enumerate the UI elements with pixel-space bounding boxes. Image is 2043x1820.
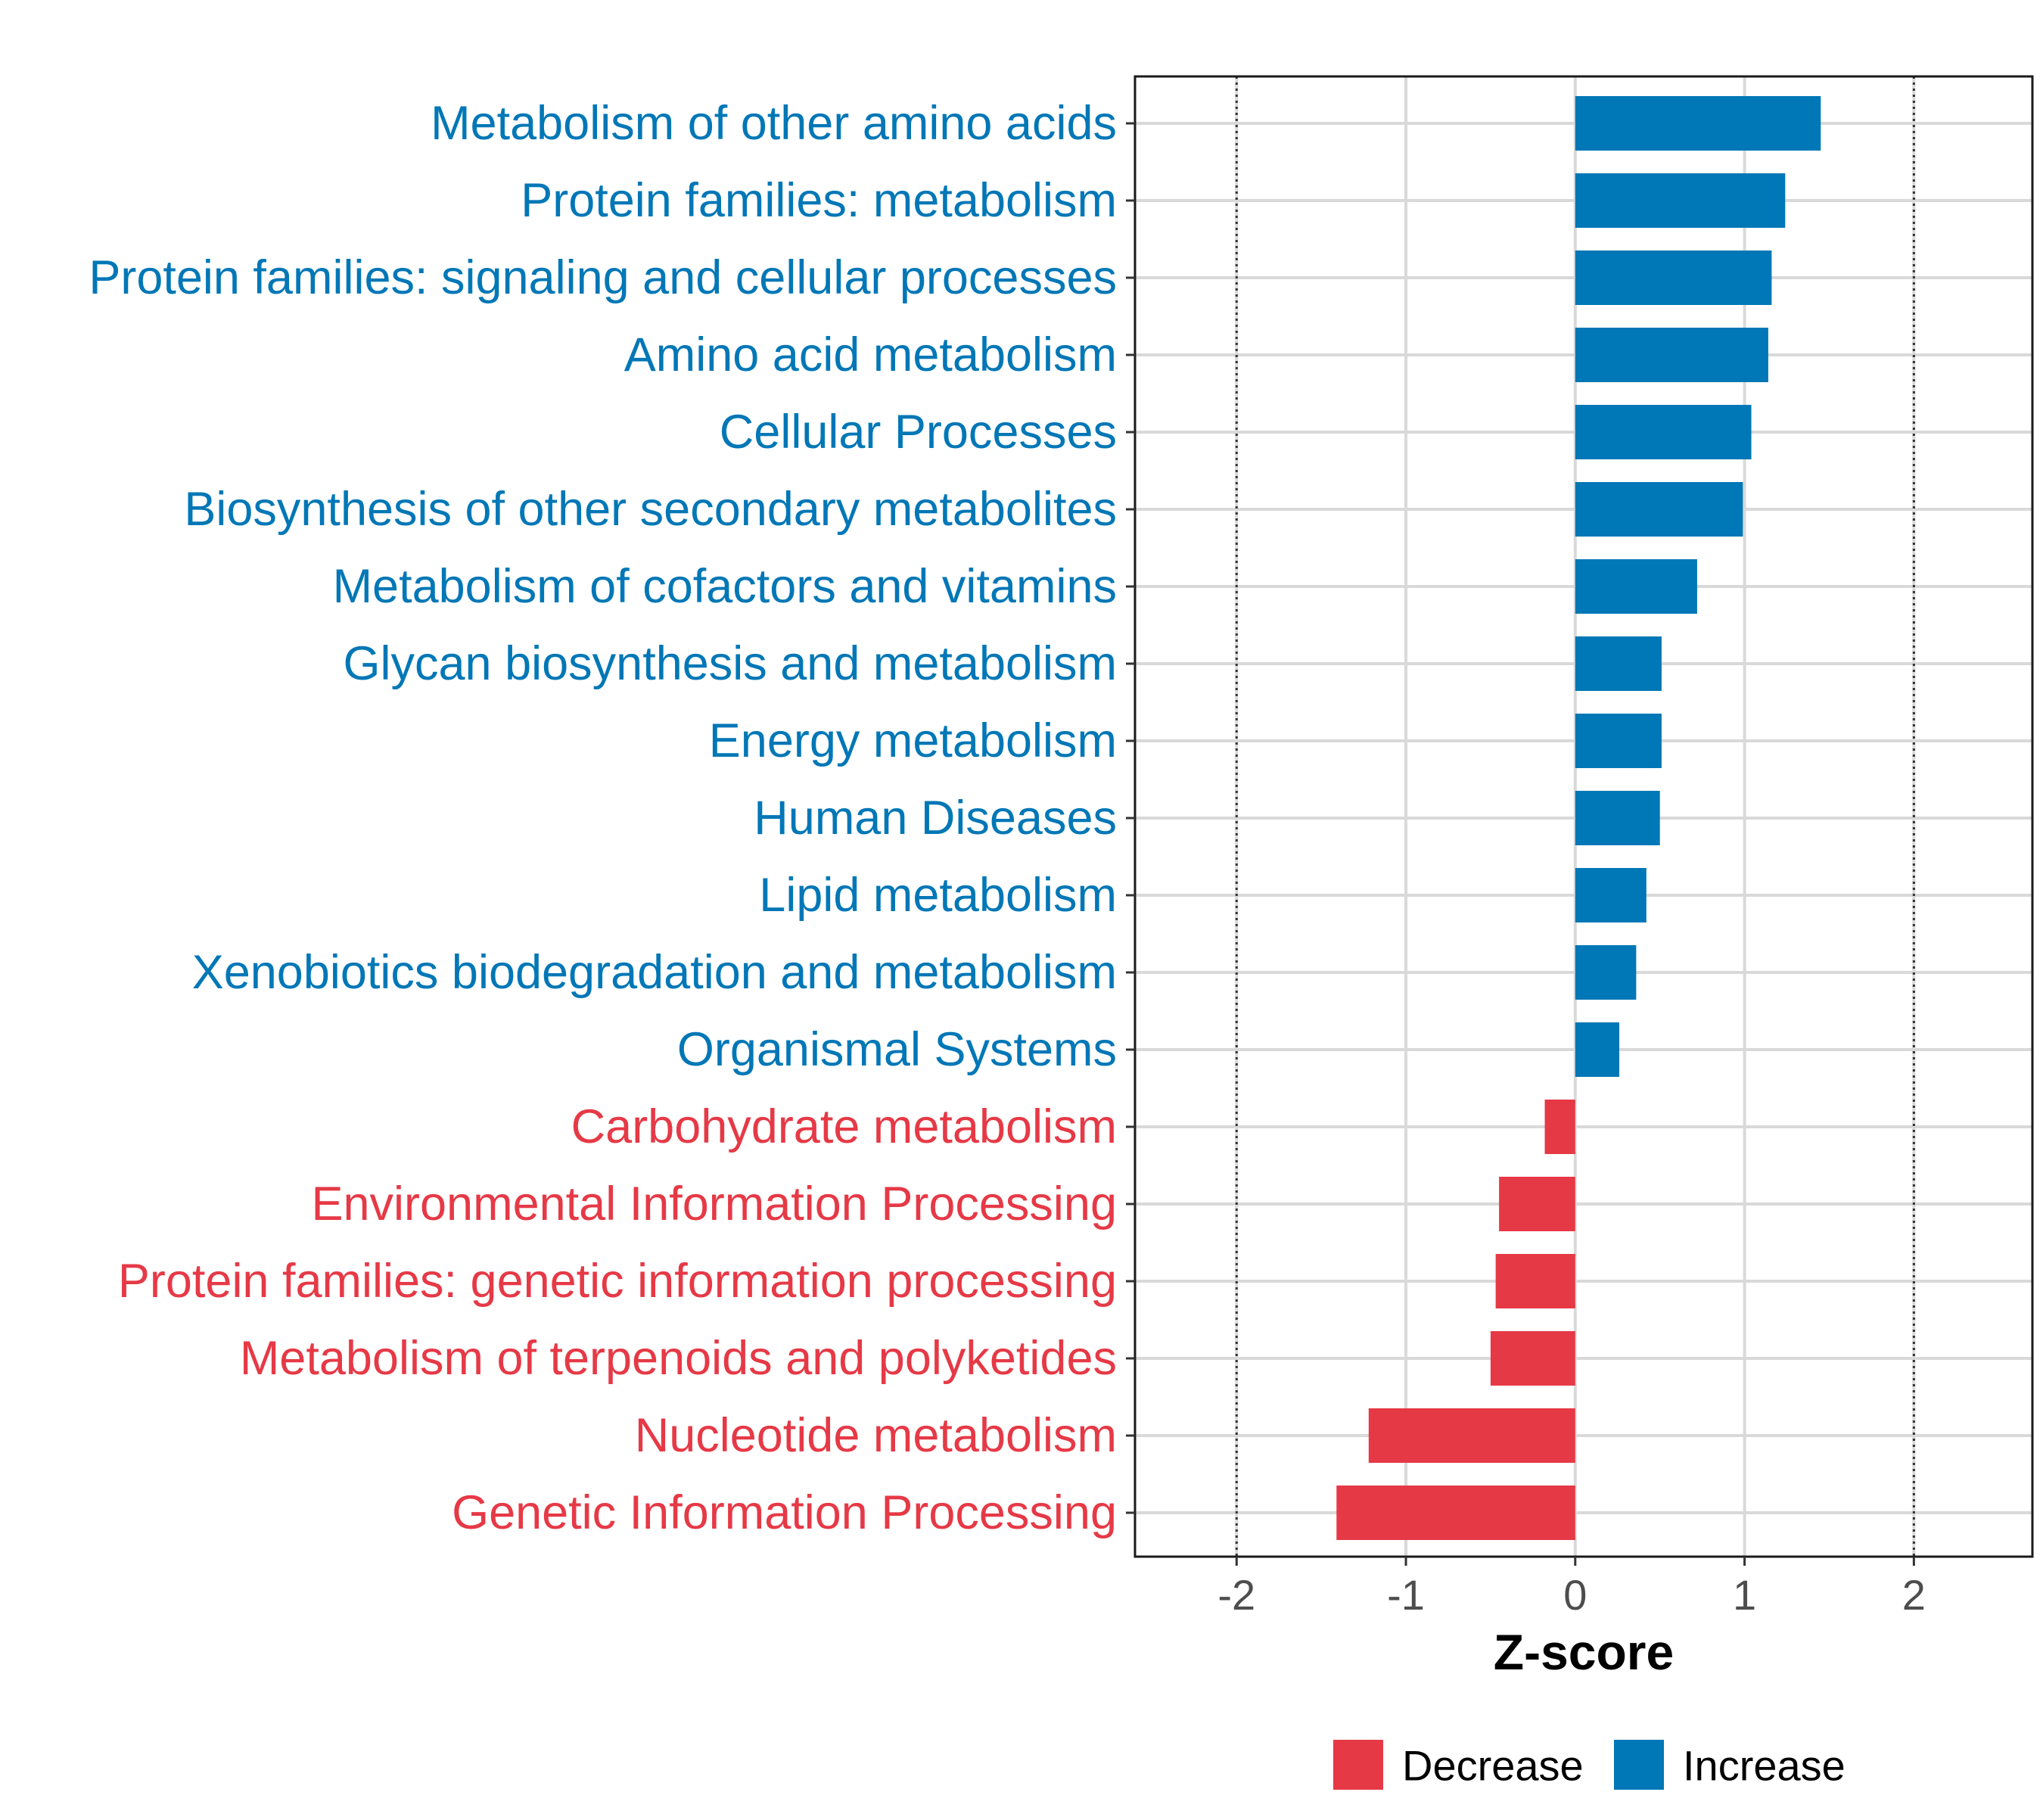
bar: [1544, 1100, 1575, 1154]
legend-key: [1333, 1740, 1383, 1790]
bar: [1575, 1022, 1619, 1077]
bar: [1575, 636, 1662, 691]
category-label: Metabolism of other amino acids: [431, 97, 1117, 150]
category-label: Protein families: signaling and cellular…: [89, 251, 1117, 304]
bar: [1499, 1177, 1575, 1231]
x-tick-label: -2: [1217, 1571, 1255, 1619]
x-tick-label: 0: [1563, 1571, 1587, 1619]
category-label: Genetic Information Processing: [452, 1486, 1117, 1539]
plot-panel-border: [1133, 75, 2034, 1558]
bar-layer: [1336, 96, 1821, 1540]
x-axis-title: Z-score: [1494, 1624, 1674, 1680]
category-label: Metabolism of cofactors and vitamins: [333, 560, 1117, 613]
bar: [1575, 714, 1662, 768]
category-label: Cellular Processes: [720, 406, 1117, 459]
bar: [1575, 250, 1772, 305]
category-label: Carbohydrate metabolism: [571, 1100, 1117, 1153]
bar: [1575, 405, 1752, 459]
category-label: Protein families: metabolism: [521, 174, 1117, 227]
bar: [1575, 945, 1637, 1000]
x-axis: -2 -1 0 1 2: [1217, 1557, 1926, 1619]
bar: [1575, 791, 1660, 845]
category-label: Organismal Systems: [677, 1023, 1117, 1076]
category-label: Amino acid metabolism: [624, 328, 1117, 381]
bar: [1575, 868, 1647, 922]
x-tick-label: 2: [1902, 1571, 1926, 1619]
category-label: Glycan biosynthesis and metabolism: [344, 637, 1118, 690]
bar: [1575, 328, 1768, 382]
legend-label: Increase: [1683, 1742, 1846, 1790]
category-label: Biosynthesis of other secondary metaboli…: [184, 483, 1117, 536]
legend-key: [1614, 1740, 1664, 1790]
category-label: Environmental Information Processing: [311, 1178, 1117, 1230]
x-tick-label: 1: [1733, 1571, 1756, 1619]
bar: [1336, 1486, 1575, 1540]
category-label: Xenobiotics biodegradation and metabolis…: [192, 946, 1117, 999]
bar: [1575, 96, 1821, 151]
x-tick-label: -1: [1387, 1571, 1425, 1619]
category-label: Human Diseases: [754, 792, 1117, 845]
legend-label: Decrease: [1402, 1742, 1584, 1790]
bar: [1368, 1408, 1575, 1463]
category-label: Energy metabolism: [709, 714, 1117, 767]
category-label: Protein families: genetic information pr…: [118, 1255, 1117, 1308]
bar: [1495, 1254, 1575, 1308]
bar: [1575, 173, 1786, 228]
legend: Decrease Increase: [1333, 1740, 1846, 1790]
reference-lines: [1235, 76, 1915, 1557]
bar: [1490, 1331, 1575, 1386]
bar: [1575, 482, 1743, 537]
category-label: Lipid metabolism: [759, 869, 1117, 922]
y-axis: Metabolism of other amino acids Protein f…: [89, 97, 1135, 1539]
category-label: Nucleotide metabolism: [635, 1409, 1117, 1462]
bar: [1575, 559, 1697, 614]
category-label: Metabolism of terpenoids and polyketides: [240, 1332, 1117, 1385]
